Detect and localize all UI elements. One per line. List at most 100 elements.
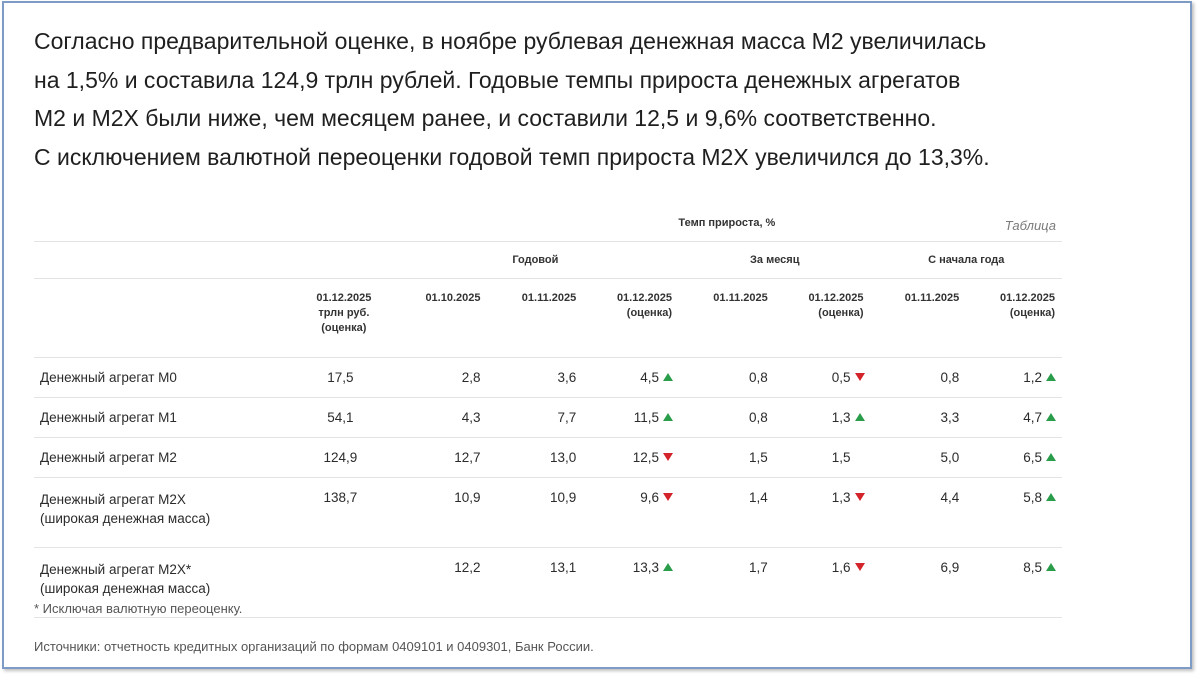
cell-value: 1,6 [831, 560, 851, 575]
cell-value: 0,8 [748, 410, 768, 425]
cell-value: 2,8 [461, 370, 481, 385]
table-cell: 13,0 [488, 438, 584, 478]
table-cell: 138,7 [296, 478, 392, 548]
monetary-aggregates-table-block: Таблица Темп прироста, % Годовой За меся… [34, 205, 1063, 618]
table-cell: 54,1 [296, 398, 392, 438]
cell-value: 1,5 [748, 450, 768, 465]
table-cell: 0,5 [775, 358, 871, 398]
table-cell: 13,3 [583, 548, 679, 618]
cell-value: 5,8 [1023, 490, 1043, 505]
cell-value: 3,6 [557, 370, 577, 385]
cell-value: 13,0 [549, 450, 577, 465]
table-cell: 0,8 [679, 398, 775, 438]
table-cell: 5,0 [871, 438, 967, 478]
table-cell: 6,5 [966, 438, 1062, 478]
cell-value: 124,9 [323, 450, 358, 465]
cell-value: 6,9 [940, 560, 960, 575]
table-cell: 2,8 [392, 358, 488, 398]
row-label: Денежный агрегат М2Х (широкая денежная ма… [34, 478, 296, 548]
row-label-line: Денежный агрегат М0 [40, 370, 177, 385]
table-cell: 1,7 [679, 548, 775, 618]
row-label: Денежный агрегат М1 [34, 398, 296, 438]
table-cell: 1,4 [679, 478, 775, 548]
column-header-line: (оценка) [818, 307, 864, 319]
cell-value: 10,9 [549, 490, 577, 505]
monetary-aggregates-table: Темп прироста, % Годовой За месяц С нача… [34, 205, 1063, 618]
group-header-growth: Темп прироста, % [678, 217, 776, 229]
column-header-line: 01.10.2025 [425, 292, 481, 304]
table-cell: 1,6 [775, 548, 871, 618]
table-caption: Таблица [1004, 218, 1056, 233]
sources-note: Источники: отчетность кредитных организа… [34, 639, 594, 654]
column-header: 01.11.2025 [679, 279, 775, 358]
intro-line: М2 и М2Х были ниже, чем месяцем ранее, и… [34, 105, 937, 131]
cell-value: 4,7 [1023, 410, 1043, 425]
column-header: 01.12.2025 (оценка) [775, 279, 871, 358]
column-header-line: 01.11.2025 [521, 292, 577, 304]
table-cell: 12,5 [583, 438, 679, 478]
cell-value: 1,2 [1023, 370, 1043, 385]
cell-value: 12,2 [454, 560, 481, 575]
column-header-line: (оценка) [321, 322, 367, 334]
row-label: Денежный агрегат М2Х* (широкая денежная м… [34, 548, 296, 618]
cell-value: 0,5 [831, 370, 851, 385]
table-cell: 1,2 [966, 358, 1062, 398]
column-header-line: (оценка) [1009, 307, 1056, 319]
triangle-up-icon [1046, 373, 1057, 381]
column-header-line: трлн руб. [318, 307, 370, 319]
column-header: 01.11.2025 [871, 279, 967, 358]
table-row: Денежный агрегат М1 54,1 4,3 7,7 11,5 0,8 1,3 3… [34, 398, 1063, 438]
header-blank [34, 205, 296, 242]
table-cell: 10,9 [392, 478, 488, 548]
table-cell: 0,8 [871, 358, 967, 398]
triangle-down-icon [663, 453, 673, 461]
triangle-up-icon [663, 563, 673, 571]
header-blank [34, 242, 296, 279]
cell-value: 11,5 [633, 410, 659, 425]
row-label-line: (широкая денежная масса) [40, 511, 211, 526]
table-cell: 10,9 [488, 478, 584, 548]
cell-value: 6,5 [1023, 450, 1043, 465]
table-cell: 1,3 [775, 478, 871, 548]
cell-value: 9,6 [640, 490, 659, 505]
cell-value: 1,3 [831, 410, 851, 425]
row-label-line: Денежный агрегат М2Х* [40, 562, 192, 577]
table-cell: 0,8 [679, 358, 775, 398]
cell-value: 4,4 [940, 490, 960, 505]
footnote: * Исключая валютную переоценку. [34, 601, 243, 616]
row-label: Денежный агрегат М2 [34, 438, 296, 478]
column-header-line: 01.12.2025 [616, 292, 672, 304]
table-cell: 9,6 [583, 478, 679, 548]
cell-value: 0,8 [748, 370, 768, 385]
table-cell: 6,9 [871, 548, 967, 618]
table-cell: 4,3 [392, 398, 488, 438]
table-cell: 124,9 [296, 438, 392, 478]
triangle-up-icon [1046, 453, 1057, 461]
row-label-line: Денежный агрегат М2 [40, 450, 177, 465]
table-cell: 5,8 [966, 478, 1062, 548]
row-label: Денежный агрегат М0 [34, 358, 296, 398]
triangle-down-icon [854, 493, 865, 501]
cell-value: 5,0 [940, 450, 960, 465]
cell-value: 7,7 [557, 410, 577, 425]
intro-line: Согласно предварительной оценке, в ноябр… [34, 28, 987, 54]
row-label-line: Денежный агрегат М2Х [40, 492, 186, 507]
cell-value: 8,5 [1023, 560, 1043, 575]
subgroup-header-annual: Годовой [512, 254, 559, 266]
intro-line: на 1,5% и составила 124,9 трлн рублей. Г… [34, 66, 961, 93]
column-header: 01.12.2025 (оценка) [583, 279, 679, 358]
cell-value: 12,5 [632, 450, 659, 465]
cell-value: 138,7 [323, 490, 358, 505]
cell-value: 10,9 [454, 490, 481, 505]
cell-value: 0,8 [940, 370, 960, 385]
row-label-line: (широкая денежная масса) [40, 581, 211, 596]
subgroup-header-month: За месяц [750, 254, 800, 266]
table-cell: 13,1 [488, 548, 584, 618]
column-header: 01.12.2025 (оценка) [966, 279, 1062, 358]
triangle-up-icon [1046, 563, 1057, 571]
cell-value: 54,1 [327, 410, 354, 425]
intro-line: С исключением валютной переоценки годово… [34, 143, 990, 170]
column-header: 01.12.2025 трлн руб. (оценка) [296, 279, 392, 358]
table-cell: 17,5 [296, 358, 392, 398]
